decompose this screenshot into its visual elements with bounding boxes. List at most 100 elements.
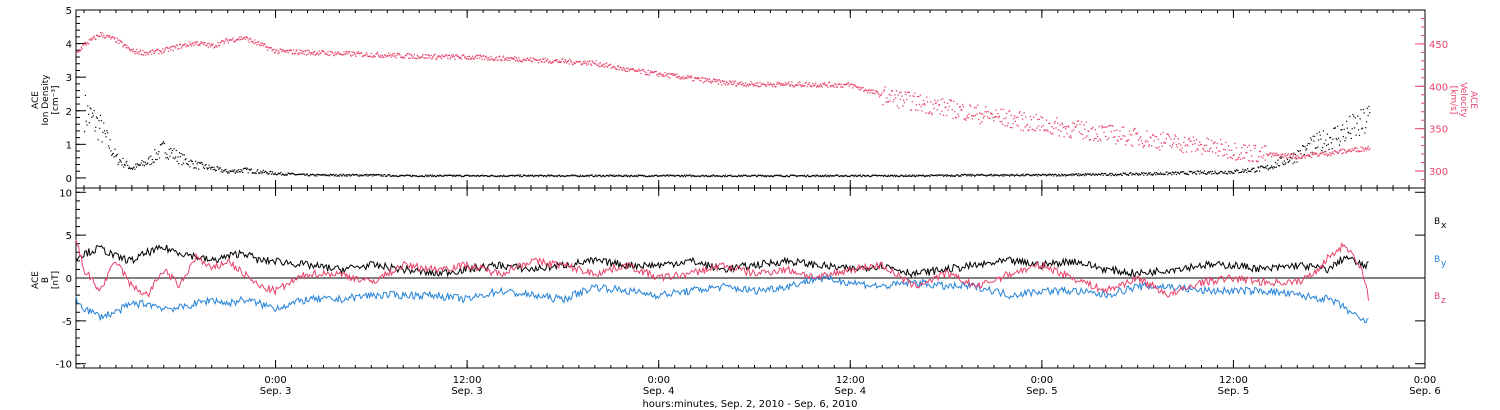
density-point xyxy=(835,174,837,176)
velocity-point xyxy=(639,70,641,72)
density-point xyxy=(1357,115,1359,117)
velocity-point xyxy=(459,56,462,59)
velocity-point xyxy=(1112,136,1115,139)
density-point xyxy=(491,174,493,176)
velocity-point xyxy=(875,90,877,92)
density-point xyxy=(300,173,302,176)
velocity-point xyxy=(131,49,133,51)
velocity-point xyxy=(1336,151,1338,153)
density-point xyxy=(1158,173,1160,175)
velocity-point xyxy=(559,61,562,64)
velocity-point xyxy=(981,121,983,123)
velocity-point xyxy=(606,66,609,68)
density-point xyxy=(619,175,621,177)
velocity-point xyxy=(1198,144,1200,147)
velocity-point xyxy=(1286,157,1288,159)
velocity-point xyxy=(1062,126,1064,128)
velocity-point xyxy=(554,59,557,61)
density-point xyxy=(1187,173,1189,176)
density-point xyxy=(87,113,90,115)
density-point xyxy=(226,170,228,173)
velocity-point xyxy=(174,45,176,48)
density-point xyxy=(974,175,977,177)
density-point xyxy=(1285,162,1287,164)
velocity-point xyxy=(827,86,829,88)
density-point xyxy=(855,175,858,178)
velocity-point xyxy=(689,75,692,78)
velocity-point xyxy=(748,85,750,87)
velocity-point xyxy=(962,103,964,106)
density-point xyxy=(669,174,672,176)
density-point xyxy=(280,171,282,173)
density-point xyxy=(1337,137,1340,139)
velocity-point xyxy=(699,80,701,82)
velocity-point xyxy=(1001,123,1004,125)
velocity-point xyxy=(1144,145,1146,147)
density-point xyxy=(1294,161,1296,163)
density-point xyxy=(1106,174,1108,176)
density-point xyxy=(1268,167,1270,170)
velocity-point xyxy=(670,73,672,76)
density-point xyxy=(202,166,205,168)
velocity-point xyxy=(686,75,688,77)
density-point xyxy=(890,174,893,177)
density-point xyxy=(567,175,569,177)
velocity-point xyxy=(103,34,105,36)
density-point xyxy=(134,168,136,170)
velocity-point xyxy=(542,58,545,60)
velocity-point xyxy=(655,70,657,73)
velocity-point xyxy=(820,85,823,87)
density-point xyxy=(1173,173,1175,175)
velocity-point xyxy=(1261,147,1263,149)
velocity-point xyxy=(536,59,538,62)
density-point xyxy=(167,158,169,160)
velocity-point xyxy=(966,116,968,119)
density-point xyxy=(367,175,369,177)
density-point xyxy=(1096,174,1099,176)
density-point xyxy=(125,162,127,164)
velocity-point xyxy=(166,46,168,49)
velocity-point xyxy=(947,109,949,111)
velocity-point xyxy=(882,104,884,106)
velocity-point xyxy=(1057,122,1059,124)
density-point xyxy=(1278,165,1281,167)
density-point xyxy=(337,174,340,176)
density-point xyxy=(627,175,629,177)
velocity-point xyxy=(969,104,971,106)
velocity-point xyxy=(288,49,290,52)
velocity-point xyxy=(449,58,451,60)
velocity-point xyxy=(906,99,908,101)
density-point xyxy=(107,132,109,134)
velocity-point xyxy=(446,55,448,57)
velocity-point xyxy=(1108,137,1110,139)
density-point xyxy=(546,176,548,178)
velocity-point xyxy=(439,56,442,58)
density-point xyxy=(926,175,928,177)
velocity-point xyxy=(791,81,793,83)
density-point xyxy=(708,175,710,177)
density-point xyxy=(463,175,466,177)
velocity-point xyxy=(772,85,774,88)
density-point xyxy=(530,175,533,177)
velocity-point xyxy=(679,78,681,80)
density-point xyxy=(934,174,937,176)
velocity-point xyxy=(306,49,308,51)
density-point xyxy=(991,175,993,177)
velocity-point xyxy=(1080,121,1083,123)
velocity-point xyxy=(628,69,630,72)
density-point xyxy=(624,175,626,177)
velocity-point xyxy=(948,105,950,108)
density-point xyxy=(725,175,727,178)
velocity-point xyxy=(1006,125,1009,127)
velocity-point xyxy=(437,55,439,57)
density-point xyxy=(254,172,256,174)
velocity-point xyxy=(1021,118,1024,120)
velocity-point xyxy=(793,85,795,88)
density-point xyxy=(201,162,203,164)
density-point xyxy=(396,175,399,178)
density-point xyxy=(536,174,538,177)
legend-by-sub: y xyxy=(1441,259,1447,269)
velocity-point xyxy=(508,57,510,59)
velocity-point xyxy=(340,53,342,56)
density-point xyxy=(756,175,759,177)
